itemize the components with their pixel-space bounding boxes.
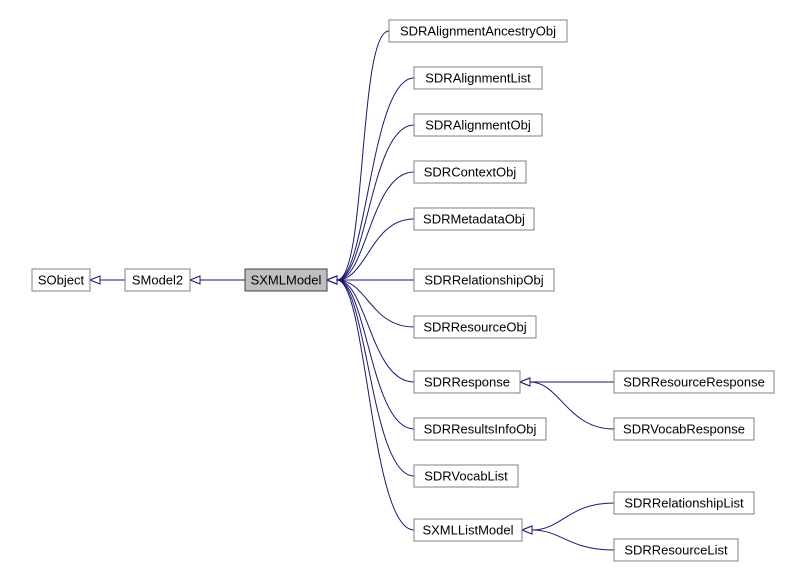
class-node[interactable]: SDRResourceResponse	[614, 371, 774, 393]
edge	[190, 276, 245, 284]
inheritance-diagram: SObject SModel2 SXMLModel SDRAlignmentAnces…	[0, 0, 786, 569]
edge-path	[337, 280, 414, 530]
edge	[522, 503, 614, 534]
class-node[interactable]: SDRVocabResponse	[614, 418, 754, 440]
class-node[interactable]: SDRRelationshipObj	[414, 269, 554, 291]
class-node-label: SDRResourceList	[624, 542, 728, 557]
class-node-label: SDRResultsInfoObj	[424, 421, 537, 436]
class-node-label: SDRResourceResponse	[623, 374, 765, 389]
class-node[interactable]: SXMLModel	[245, 269, 327, 291]
arrowhead	[327, 276, 337, 284]
class-node[interactable]: SDRResourceList	[614, 539, 738, 561]
class-node[interactable]: SDRContextObj	[414, 161, 526, 183]
class-node[interactable]: SDRAlignmentAncestryObj	[389, 20, 567, 42]
class-node-label: SDRMetadataObj	[423, 211, 525, 226]
class-node-label: SDRVocabList	[424, 468, 508, 483]
class-node[interactable]: SDRResultsInfoObj	[414, 418, 546, 440]
class-node-label: SXMLListModel	[422, 522, 513, 537]
class-node-label: SObject	[38, 272, 85, 287]
arrowhead	[190, 276, 200, 284]
edge	[327, 78, 414, 284]
class-node-label: SDRRelationshipObj	[424, 272, 543, 287]
class-node-label: SDRVocabResponse	[623, 421, 745, 436]
edge	[327, 31, 389, 284]
nodes-layer: SObject SModel2 SXMLModel SDRAlignmentAnces…	[32, 20, 774, 561]
edge-path	[532, 530, 614, 550]
class-node[interactable]: SDRAlignmentList	[414, 67, 542, 89]
class-node-label: SModel2	[132, 272, 183, 287]
edge-path	[532, 503, 614, 530]
edge	[327, 125, 414, 284]
class-node-label: SDRContextObj	[424, 164, 517, 179]
edge-path	[337, 125, 414, 280]
class-node[interactable]: SDRResponse	[414, 371, 520, 393]
edge-path	[337, 280, 414, 327]
edge-path	[337, 78, 414, 280]
edge	[327, 276, 414, 530]
class-node-label: SDRAlignmentObj	[425, 117, 531, 132]
arrowhead	[520, 378, 530, 386]
class-node[interactable]: SDRMetadataObj	[414, 208, 534, 230]
class-node[interactable]: SXMLListModel	[414, 519, 522, 541]
class-node-label: SDRResourceObj	[423, 319, 526, 334]
class-node-label: SDRRelationshipList	[624, 495, 744, 510]
arrowhead	[90, 276, 100, 284]
edge	[90, 276, 125, 284]
edge	[327, 172, 414, 284]
edge	[327, 276, 414, 476]
class-node-label: SDRResponse	[424, 374, 510, 389]
class-node[interactable]: SDRAlignmentObj	[414, 114, 542, 136]
edge-path	[337, 31, 389, 280]
class-node[interactable]: SDRResourceObj	[414, 316, 536, 338]
class-node[interactable]: SModel2	[125, 269, 190, 291]
class-node[interactable]: SObject	[32, 269, 90, 291]
edge	[327, 276, 414, 382]
edge	[327, 219, 414, 284]
class-node[interactable]: SDRVocabList	[414, 465, 518, 487]
edge-path	[337, 280, 414, 429]
class-node-label: SDRAlignmentAncestryObj	[400, 23, 556, 38]
class-node-label: SDRAlignmentList	[425, 70, 531, 85]
arrowhead	[522, 526, 532, 534]
class-node[interactable]: SDRRelationshipList	[614, 492, 754, 514]
class-node-label: SXMLModel	[251, 272, 322, 287]
edge	[327, 276, 414, 327]
